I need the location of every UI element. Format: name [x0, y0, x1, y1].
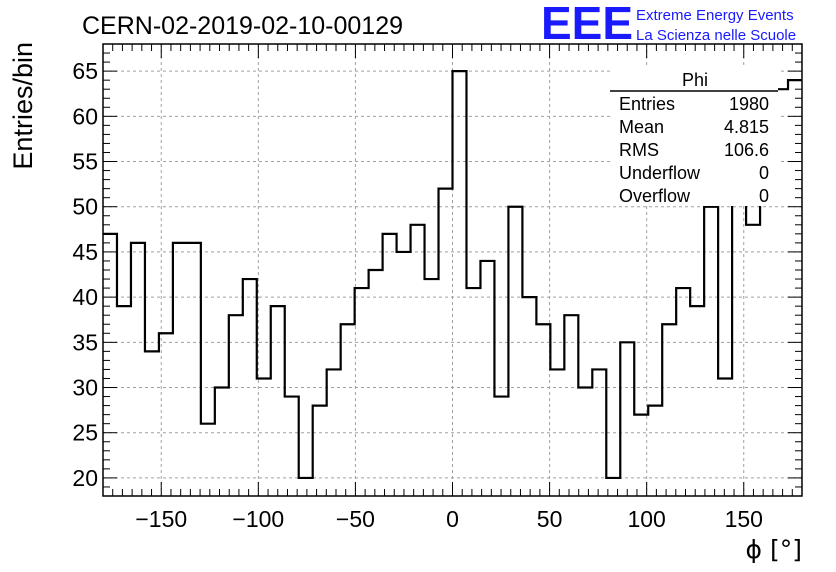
stats-label: Underflow [619, 163, 701, 183]
y-tick-label: 45 [72, 239, 98, 265]
y-tick-label: 35 [72, 329, 98, 355]
axis-ticks [102, 43, 803, 497]
stats-box: Phi Entries 1980 Mean 4.815 RMS 106.6 Underflo… [610, 68, 778, 206]
stats-value: 4.815 [724, 117, 769, 137]
run-title: CERN-02-2019-02-10-00129 [82, 12, 403, 40]
y-tick-label: 25 [72, 420, 98, 446]
y-tick-label: 30 [72, 375, 98, 401]
stats-value: 0 [759, 163, 769, 183]
stats-label: Overflow [619, 186, 691, 206]
logo-mark: EEE [541, 0, 633, 49]
histogram-series [103, 70, 802, 480]
y-tick-labels: 20 25 30 35 40 45 50 55 60 65 [72, 58, 98, 491]
stats-label: RMS [619, 140, 659, 160]
logo-line-1: Extreme Energy Events [636, 7, 794, 24]
x-tick-label: −50 [336, 506, 375, 532]
stats-value: 1980 [729, 94, 769, 114]
y-tick-label: 20 [72, 465, 98, 491]
x-tick-labels: −150 −100 −50 0 50 100 150 [135, 506, 763, 532]
stats-title: Phi [682, 70, 708, 90]
x-tick-label: 150 [725, 506, 763, 532]
x-tick-label: 0 [446, 506, 459, 532]
y-tick-label: 60 [72, 103, 98, 129]
y-tick-label: 55 [72, 149, 98, 175]
x-tick-label: 50 [537, 506, 563, 532]
y-tick-label: 40 [72, 284, 98, 310]
stats-value: 0 [759, 186, 769, 206]
y-tick-label: 50 [72, 194, 98, 220]
logo-line-2: La Scienza nelle Scuole [636, 27, 796, 44]
stats-label: Mean [619, 117, 664, 137]
x-tick-label: 100 [627, 506, 665, 532]
x-tick-label: −100 [232, 506, 284, 532]
eee-logo: EEE Extreme Energy Events La Scienza nel… [541, 0, 796, 49]
y-axis-label: Entries/bin [8, 42, 38, 170]
stats-label: Entries [619, 94, 675, 114]
y-tick-label: 65 [72, 58, 98, 84]
x-axis-label: ϕ [°] [746, 535, 802, 564]
x-tick-label: −150 [135, 506, 187, 532]
stats-value: 106.6 [724, 140, 769, 160]
